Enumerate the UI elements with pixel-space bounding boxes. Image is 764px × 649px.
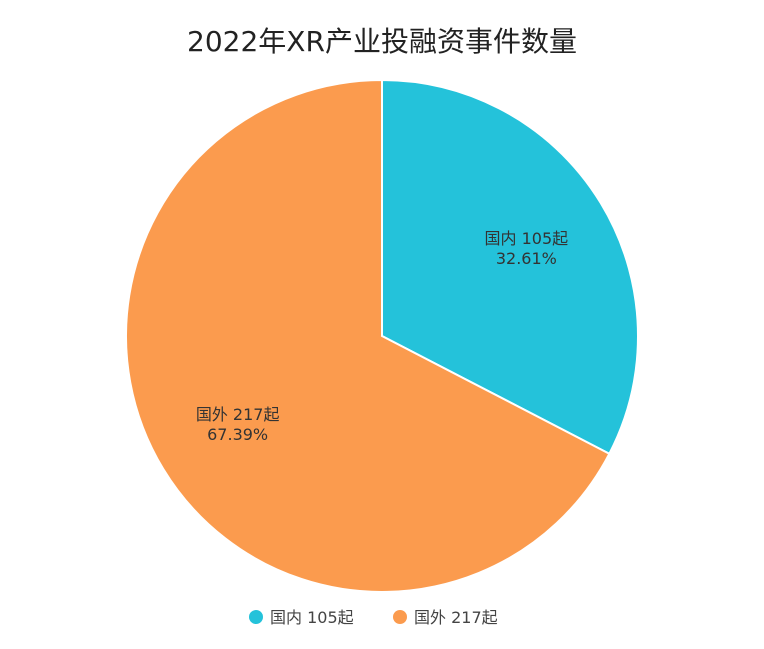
slice-label-2: 国外 217起 [196, 405, 280, 424]
legend-label-2: 国外 217起 [414, 608, 498, 627]
pie-slices [125, 78, 639, 593]
legend-label-1: 国内 105起 [270, 608, 354, 627]
slice-percent-2: 67.39% [207, 425, 268, 444]
chart-title: 2022年XR产业投融资事件数量 [187, 25, 577, 58]
legend-marker-1 [249, 610, 263, 624]
legend-marker-2 [393, 610, 407, 624]
slice-label-1: 国内 105起 [485, 229, 569, 248]
pie-slice-1 [381, 78, 639, 456]
legend: 国内 105起 国外 217起 [249, 608, 498, 627]
slice-percent-1: 32.61% [496, 249, 557, 268]
pie-slice-2 [125, 78, 611, 593]
